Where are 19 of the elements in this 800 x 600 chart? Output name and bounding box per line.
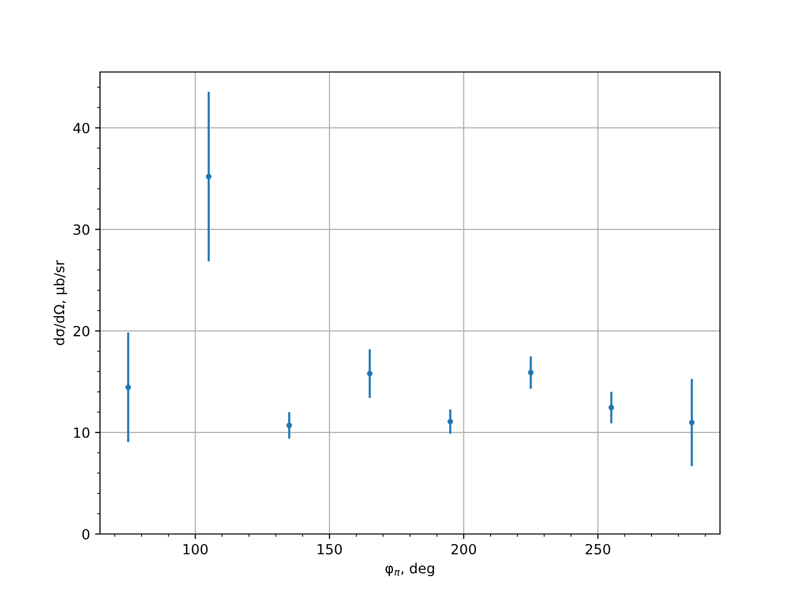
point: [608, 404, 614, 410]
y-tick-label: 40: [73, 122, 90, 134]
point: [206, 174, 212, 180]
x-tick-label: 200: [451, 544, 476, 554]
x-tick-label: 150: [318, 544, 342, 554]
point: [286, 422, 292, 428]
y-axis-title: dσ/dΩ, μb/sr: [54, 260, 68, 346]
point: [125, 384, 131, 390]
y-tick-label: 10: [74, 427, 90, 438]
point: [447, 418, 454, 424]
point: [689, 420, 695, 426]
x-tick-label: 100: [184, 544, 208, 554]
point: [366, 370, 373, 376]
point: [528, 370, 534, 376]
x-axis-title: φ$_{π}$, deg: [385, 562, 434, 576]
y-tick-label: 30: [74, 224, 90, 235]
y-tick-label: 20: [74, 326, 90, 336]
y-tick-label: 0: [82, 528, 90, 540]
x-tick-label: 250: [586, 544, 610, 554]
